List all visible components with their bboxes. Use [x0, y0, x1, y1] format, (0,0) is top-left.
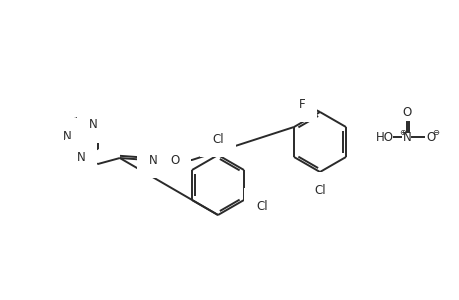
Text: N: N	[89, 118, 97, 131]
Text: O: O	[402, 106, 411, 118]
Text: O: O	[170, 154, 179, 166]
Text: ⊕: ⊕	[398, 128, 406, 136]
Text: N: N	[62, 130, 71, 142]
Text: Cl: Cl	[256, 200, 267, 212]
Text: Cl: Cl	[212, 133, 224, 146]
Text: N: N	[76, 151, 85, 164]
Text: Cl: Cl	[313, 184, 325, 196]
Text: F: F	[298, 98, 305, 110]
Text: ⊖: ⊖	[431, 128, 438, 136]
Text: HO: HO	[375, 130, 393, 143]
Text: N: N	[148, 154, 157, 166]
Text: N: N	[402, 130, 410, 143]
Text: O: O	[425, 130, 435, 143]
